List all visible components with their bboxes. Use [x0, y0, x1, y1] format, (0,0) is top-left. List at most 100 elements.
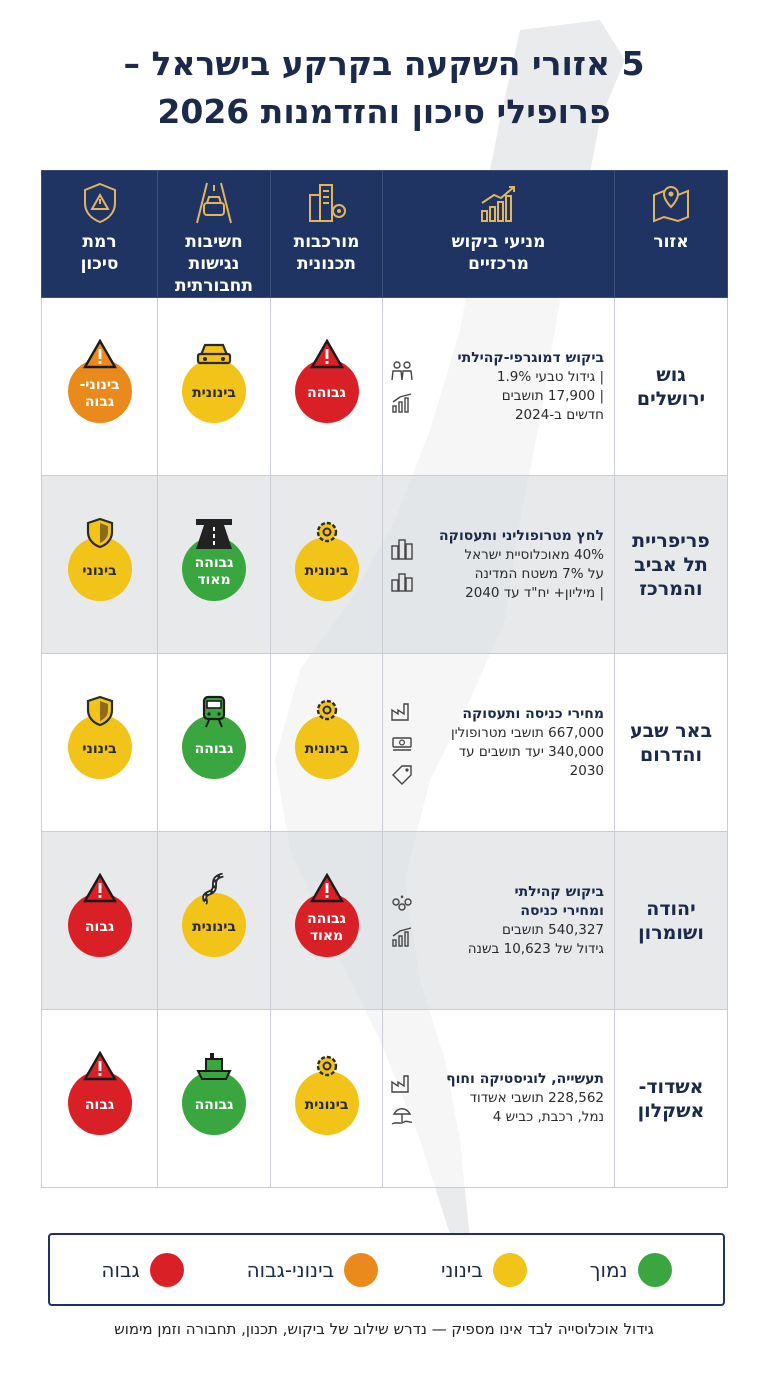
driver-line-1: 667,000 תושבי מטרופולין	[450, 724, 604, 741]
header-planning-complexity: מורכבות תכנונית	[270, 170, 383, 298]
risk-label: גבוה	[84, 919, 115, 935]
drivers-cell: ביקוש דמוגרפי-קהילתי | גידול טבעי 1.9% |…	[382, 297, 615, 476]
driver-line-3: 2030	[569, 762, 604, 779]
driver-title: ביקוש דמוגרפי-קהילתי	[457, 349, 604, 366]
table-row: גוש ירושלים ביקוש דמוגרפי-קהילתי | גידול…	[41, 297, 728, 476]
risk-cell: בינוני- גבוה	[41, 297, 158, 476]
legend-label-high: גבוה	[101, 1257, 140, 1282]
planning-cell: גבוהה	[270, 297, 383, 476]
region-cell: באר שבע והדרום	[614, 653, 728, 832]
region-name-line-2: ירושלים	[636, 387, 706, 410]
risk-badge: בינוני- גבוה	[67, 338, 132, 423]
access-cell: גבוהה	[157, 653, 271, 832]
warning-triangle-icon	[82, 338, 117, 368]
planning-label: בינונית	[304, 1097, 349, 1113]
drivers-cell: תעשייה, לוגיסטיקה וחוף 228,562 תושבי אשד…	[382, 1009, 615, 1188]
legend-item-medium-high: בינוני-גבוה	[246, 1252, 379, 1287]
access-badge: בינונית	[182, 872, 246, 957]
legend-dot-red	[149, 1252, 184, 1287]
warning-triangle-icon	[309, 872, 344, 902]
risk-cell: בינוני	[41, 653, 158, 832]
warning-triangle-icon	[82, 872, 117, 902]
risk-badge: בינוני	[67, 695, 132, 779]
planning-badge: בינונית	[294, 699, 359, 779]
table-header-row: אזור מניעי ביקוש מרכזיים	[41, 170, 728, 298]
region-name-line-3: והמרכז	[639, 577, 703, 600]
header-risk-line-1: רמת	[82, 232, 117, 252]
table-row: יהודה ושומרון ביקוש קהילתי ומחירי כניסה …	[41, 831, 728, 1010]
planning-badge: גבוהה	[294, 338, 359, 423]
region-name-line-1: גוש	[656, 363, 686, 386]
driver-line-1: 40% מאוכלוסיית ישראל	[464, 546, 604, 563]
header-region: אזור	[614, 170, 728, 298]
beach-icon	[391, 1107, 413, 1125]
planning-label: בינונית	[304, 563, 349, 579]
road-car-icon	[196, 182, 232, 224]
color-legend: נמוך בינוני בינוני-גבוה גבוה	[48, 1233, 725, 1306]
planning-label-line-2: מאוד	[309, 927, 344, 944]
family-icon	[391, 360, 413, 380]
car-icon	[196, 343, 232, 364]
access-label-line-1: גבוהה	[194, 554, 234, 571]
community-icon	[392, 894, 412, 911]
driver-title-line-2: ומחירי כניסה	[520, 902, 604, 919]
driver-line-2: על 7% משטח המדינה	[474, 565, 604, 582]
ship-truck-icon	[196, 1052, 232, 1080]
gear-icon	[316, 521, 337, 542]
risk-label: בינוני	[82, 741, 117, 757]
header-access-line-1: חשיבות	[185, 232, 243, 252]
risk-label: גבוה	[84, 1097, 115, 1113]
warning-triangle-icon	[309, 338, 344, 368]
risk-badge: גבוה	[67, 872, 132, 957]
factory-icon	[391, 1074, 409, 1093]
table-row: אשדוד- אשקלון תעשייה, לוגיסטיקה וחוף 228…	[41, 1009, 728, 1188]
planning-cell: בינונית	[270, 1009, 383, 1188]
planning-label: גבוהה	[307, 385, 346, 401]
warning-triangle-icon	[82, 1050, 117, 1080]
access-label: גבוהה	[194, 741, 234, 757]
legend-label-medium-high: בינוני-גבוה	[246, 1257, 335, 1282]
shield-warning-icon	[83, 182, 116, 224]
driver-line-2: נמל, רכבת, כביש 4	[492, 1109, 604, 1125]
price-tag-icon	[392, 764, 412, 785]
driver-line-3: חדשים ב-2024	[514, 406, 604, 423]
drivers-cell: מחירי כניסה ותעסוקה 667,000 תושבי מטרופו…	[382, 653, 615, 832]
driver-title: מחירי כניסה ותעסוקה	[462, 705, 604, 722]
region-name-line-1: אשדוד-	[638, 1075, 704, 1098]
access-cell: גבוהה	[157, 1009, 271, 1188]
access-cell: בינונית	[157, 831, 271, 1010]
header-risk-level: רמת סיכון	[41, 170, 158, 298]
planning-badge: בינונית	[294, 1055, 359, 1135]
risk-label-line-1: בינוני-	[79, 376, 120, 393]
map-pin-icon	[653, 185, 689, 223]
region-name-line-1: פריפריית	[632, 529, 710, 552]
region-name-line-2: ושומרון	[638, 921, 704, 944]
header-planning-line-1: מורכבות	[293, 232, 360, 252]
access-cell: גבוהה מאוד	[157, 475, 271, 654]
region-name-line-2: והדרום	[640, 743, 702, 766]
planning-label: גבוהה מאוד	[307, 911, 346, 945]
buildings-gear-icon	[308, 184, 346, 222]
page-title: 5 אזורי השקעה בקרקע בישראל – פרופילי סיכ…	[40, 40, 728, 136]
driver-line-2: 340,000 יעד תושבים עד	[458, 743, 604, 760]
risk-matrix-table: אזור מניעי ביקוש מרכזיים	[41, 170, 728, 1188]
region-cell: יהודה ושומרון	[614, 831, 728, 1010]
risk-label: בינוני	[82, 563, 117, 579]
risk-cell: גבוה	[41, 831, 158, 1010]
header-drivers-line-2: מרכזיים	[468, 254, 529, 274]
planning-label-line-1: גבוהה	[307, 910, 346, 927]
header-demand-drivers: מניעי ביקוש מרכזיים	[382, 170, 615, 298]
gear-icon	[316, 699, 337, 720]
gear-icon	[316, 1055, 337, 1076]
factory-icon	[391, 702, 409, 721]
driver-line-1: 540,327 תושבים	[501, 921, 604, 938]
risk-cell: בינוני	[41, 475, 158, 654]
region-cell: אשדוד- אשקלון	[614, 1009, 728, 1188]
planning-badge: גבוהה מאוד	[294, 872, 359, 957]
city-buildings-icon	[391, 538, 413, 560]
driver-line-3: | מיליון+ יח"ד עד 2040	[465, 584, 604, 601]
driver-line-2: | 17,900 תושבים	[501, 387, 604, 404]
header-access-line-2: נגישות	[188, 254, 240, 274]
legend-label-medium: בינוני	[440, 1257, 483, 1282]
access-cell: בינונית	[157, 297, 271, 476]
